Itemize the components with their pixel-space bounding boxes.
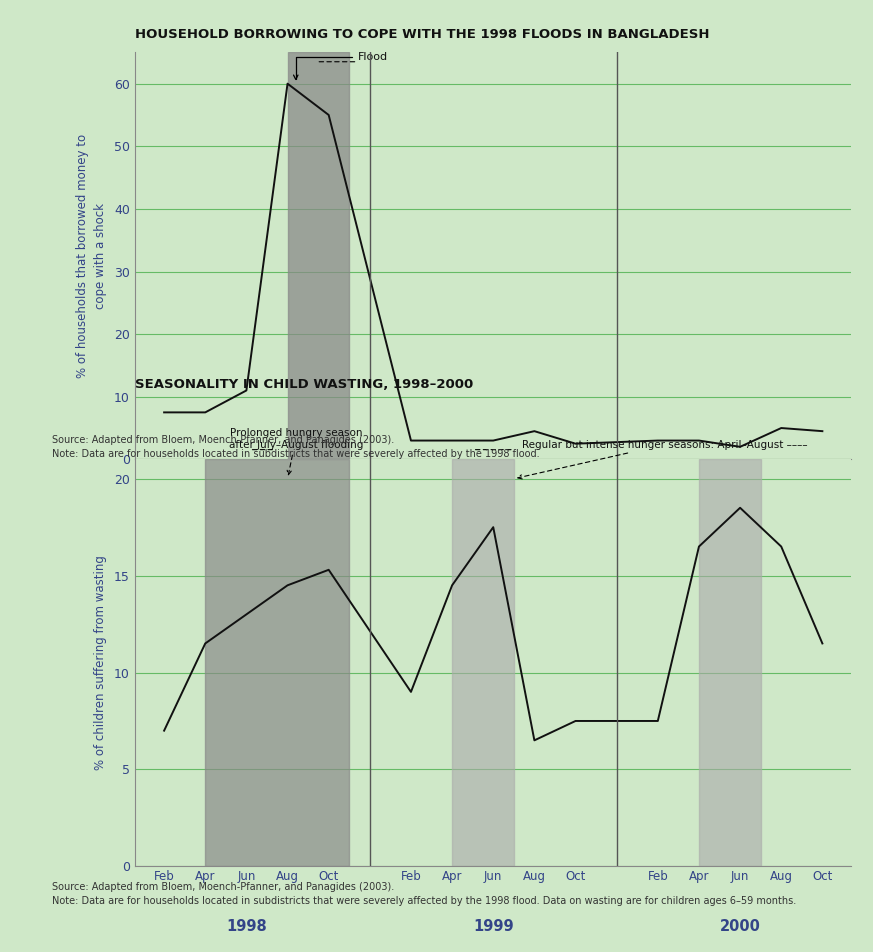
Text: 1999: 1999: [473, 512, 513, 527]
Text: SEASONALITY IN CHILD WASTING, 1998–2000: SEASONALITY IN CHILD WASTING, 1998–2000: [135, 379, 473, 391]
Text: Flood: Flood: [293, 51, 388, 80]
Bar: [699, 460, 760, 866]
Text: 1999: 1999: [473, 920, 513, 934]
Y-axis label: % of children suffering from wasting: % of children suffering from wasting: [94, 555, 107, 770]
Text: 2000: 2000: [719, 920, 760, 934]
Text: Regular but intense hunger seasons: April–August ––––: Regular but intense hunger seasons: Apri…: [518, 440, 808, 479]
Text: Note: Data are for households located in subdistricts that were severely affecte: Note: Data are for households located in…: [52, 897, 797, 906]
Text: 1998: 1998: [226, 512, 267, 527]
Bar: [287, 52, 349, 460]
Text: HOUSEHOLD BORROWING TO COPE WITH THE 1998 FLOODS IN BANGLADESH: HOUSEHOLD BORROWING TO COPE WITH THE 199…: [135, 28, 710, 41]
Text: Prolonged hungry season
after July–August flooding: Prolonged hungry season after July–Augus…: [229, 428, 363, 475]
Bar: [205, 460, 349, 866]
Text: 1998: 1998: [226, 920, 267, 934]
Text: Note: Data are for households located in subdistricts that were severely affecte: Note: Data are for households located in…: [52, 449, 540, 460]
Text: Source: Adapted from Bloem, Moench-Pfanner, and Panagides (2003).: Source: Adapted from Bloem, Moench-Pfann…: [52, 435, 395, 446]
Y-axis label: % of households that borrowed money to
cope with a shock: % of households that borrowed money to c…: [76, 134, 107, 378]
Text: Source: Adapted from Bloem, Moench-Pfanner, and Panagides (2003).: Source: Adapted from Bloem, Moench-Pfann…: [52, 883, 395, 892]
Bar: [452, 460, 514, 866]
Text: 2000: 2000: [719, 512, 760, 527]
